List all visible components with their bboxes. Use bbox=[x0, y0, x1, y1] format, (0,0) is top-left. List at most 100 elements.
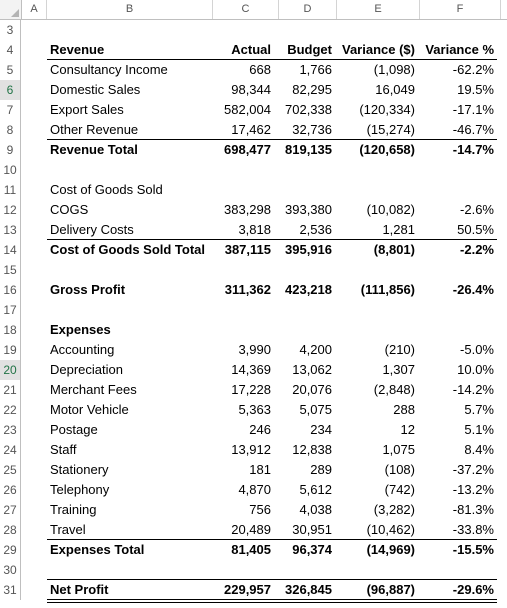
cell-actual[interactable]: 13,912 bbox=[231, 442, 271, 457]
row-header[interactable]: 19 bbox=[0, 340, 21, 360]
cell-label[interactable]: Training bbox=[50, 502, 97, 517]
cell-actual[interactable]: 698,477 bbox=[224, 142, 271, 157]
cell-var[interactable]: (10,082) bbox=[366, 202, 415, 217]
cell-actual[interactable]: 181 bbox=[249, 462, 271, 477]
cell-budget[interactable]: 5,075 bbox=[299, 402, 332, 417]
cell-label[interactable]: Cost of Goods Sold Total bbox=[50, 242, 206, 257]
cell-actual[interactable]: 383,298 bbox=[224, 202, 271, 217]
cell-var[interactable]: (742) bbox=[384, 482, 415, 497]
row-header[interactable]: 9 bbox=[0, 140, 21, 160]
cell-label[interactable]: Staff bbox=[50, 442, 77, 457]
cell-var[interactable]: (120,658) bbox=[359, 142, 415, 157]
cell-actual[interactable]: 311,362 bbox=[224, 282, 271, 297]
cell-budget[interactable]: 289 bbox=[310, 462, 332, 477]
cell-var[interactable]: (2,848) bbox=[373, 382, 415, 397]
cell-label[interactable]: Merchant Fees bbox=[50, 382, 137, 397]
cell-label[interactable]: Revenue Total bbox=[50, 142, 138, 157]
cell-actual[interactable]: 668 bbox=[249, 62, 271, 77]
cell-var[interactable]: (111,856) bbox=[360, 282, 415, 297]
cell-budget[interactable]: 819,135 bbox=[285, 142, 332, 157]
column-header-b[interactable]: B bbox=[47, 0, 213, 19]
cell-pct[interactable]: -26.4% bbox=[452, 282, 494, 297]
row-header[interactable]: 29 bbox=[0, 540, 21, 560]
row-header[interactable]: 8 bbox=[0, 120, 21, 140]
cell-budget[interactable]: 32,736 bbox=[292, 122, 332, 137]
cell-var[interactable]: (10,462) bbox=[366, 522, 415, 537]
cell-budget[interactable]: 395,916 bbox=[285, 242, 332, 257]
cell-budget[interactable]: Budget bbox=[287, 42, 332, 57]
row-header[interactable]: 7 bbox=[0, 100, 21, 120]
row-header[interactable]: 13 bbox=[0, 220, 21, 240]
row-header[interactable]: 24 bbox=[0, 440, 21, 460]
cell-var[interactable]: (120,334) bbox=[359, 102, 415, 117]
cell-label[interactable]: Cost of Goods Sold bbox=[50, 182, 163, 197]
cell-var[interactable]: 1,281 bbox=[382, 222, 415, 237]
row-header[interactable]: 25 bbox=[0, 460, 21, 480]
row-header[interactable]: 22 bbox=[0, 400, 21, 420]
cell-var[interactable]: (108) bbox=[384, 462, 415, 477]
cell-label[interactable]: Expenses Total bbox=[50, 542, 145, 557]
row-header[interactable]: 20 bbox=[0, 360, 21, 380]
cell-var[interactable]: (14,969) bbox=[366, 542, 415, 557]
row-header[interactable]: 15 bbox=[0, 260, 21, 280]
cell-budget[interactable]: 1,766 bbox=[299, 62, 332, 77]
cell-pct[interactable]: 19.5% bbox=[457, 82, 494, 97]
row-header[interactable]: 28 bbox=[0, 520, 21, 540]
cell-label[interactable]: Accounting bbox=[50, 342, 115, 357]
cell-budget[interactable]: 12,838 bbox=[292, 442, 332, 457]
cell-budget[interactable]: 702,338 bbox=[285, 102, 332, 117]
cell-pct[interactable]: 5.1% bbox=[464, 422, 494, 437]
row-header[interactable]: 14 bbox=[0, 240, 21, 260]
row-header[interactable]: 6 bbox=[0, 80, 21, 100]
cell-budget[interactable]: 13,062 bbox=[292, 362, 332, 377]
column-header-f[interactable]: F bbox=[420, 0, 501, 19]
cell-pct[interactable]: -5.0% bbox=[460, 342, 494, 357]
cell-pct[interactable]: -46.7% bbox=[452, 122, 494, 137]
cell-var[interactable]: 12 bbox=[400, 422, 415, 437]
cell-actual[interactable]: 81,405 bbox=[231, 542, 271, 557]
cell-pct[interactable]: -29.6% bbox=[452, 582, 494, 597]
cell-actual[interactable]: 756 bbox=[249, 502, 271, 517]
row-header[interactable]: 4 bbox=[0, 40, 21, 60]
cell-label[interactable]: Domestic Sales bbox=[50, 82, 141, 97]
cell-pct[interactable]: -2.2% bbox=[460, 242, 494, 257]
cell-pct[interactable]: 5.7% bbox=[464, 402, 494, 417]
cell-label[interactable]: Motor Vehicle bbox=[50, 402, 129, 417]
cell-var[interactable]: (8,801) bbox=[373, 242, 415, 257]
cell-actual[interactable]: 17,228 bbox=[231, 382, 271, 397]
row-header[interactable]: 21 bbox=[0, 380, 21, 400]
cell-var[interactable]: 288 bbox=[393, 402, 415, 417]
cell-actual[interactable]: Actual bbox=[231, 42, 271, 57]
cell-label[interactable]: Revenue bbox=[50, 42, 105, 57]
column-header-d[interactable]: D bbox=[279, 0, 337, 19]
cell-budget[interactable]: 96,374 bbox=[292, 542, 332, 557]
cell-pct[interactable]: 10.0% bbox=[457, 362, 494, 377]
row-header[interactable]: 11 bbox=[0, 180, 21, 200]
row-header[interactable]: 27 bbox=[0, 500, 21, 520]
cell-budget[interactable]: 2,536 bbox=[299, 222, 332, 237]
cell-actual[interactable]: 229,957 bbox=[224, 582, 271, 597]
row-header[interactable]: 16 bbox=[0, 280, 21, 300]
cell-label[interactable]: Delivery Costs bbox=[50, 222, 134, 237]
cell-budget[interactable]: 4,038 bbox=[299, 502, 332, 517]
row-header[interactable]: 31 bbox=[0, 580, 21, 600]
cell-actual[interactable]: 387,115 bbox=[224, 242, 271, 257]
row-header[interactable]: 10 bbox=[0, 160, 21, 180]
cell-pct[interactable]: -81.3% bbox=[452, 502, 494, 517]
cell-actual[interactable]: 98,344 bbox=[231, 82, 271, 97]
cell-actual[interactable]: 17,462 bbox=[231, 122, 271, 137]
cell-var[interactable]: (15,274) bbox=[366, 122, 415, 137]
cell-pct[interactable]: -13.2% bbox=[452, 482, 494, 497]
cell-budget[interactable]: 423,218 bbox=[285, 282, 332, 297]
cell-budget[interactable]: 30,951 bbox=[292, 522, 332, 537]
cell-pct[interactable]: -17.1% bbox=[452, 102, 494, 117]
cell-label[interactable]: Telephony bbox=[50, 482, 110, 497]
column-header-c[interactable]: C bbox=[213, 0, 279, 19]
cell-pct[interactable]: -15.5% bbox=[452, 542, 494, 557]
cell-budget[interactable]: 393,380 bbox=[285, 202, 332, 217]
cell-var[interactable]: 1,307 bbox=[382, 362, 415, 377]
cell-actual[interactable]: 582,004 bbox=[224, 102, 271, 117]
cell-var[interactable]: Variance ($) bbox=[342, 42, 415, 57]
cell-pct[interactable]: -2.6% bbox=[460, 202, 494, 217]
cell-label[interactable]: Stationery bbox=[50, 462, 109, 477]
